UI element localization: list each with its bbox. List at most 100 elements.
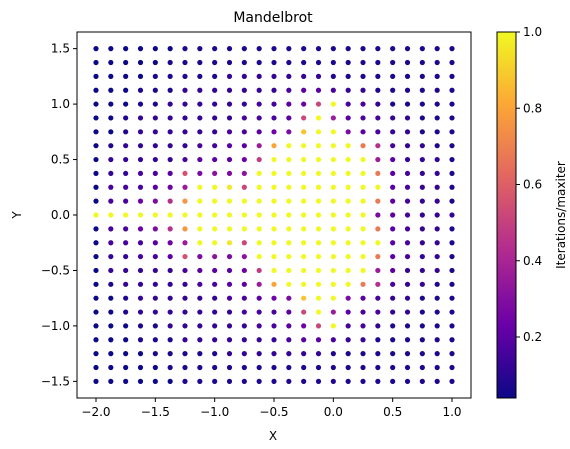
scatter-point xyxy=(197,59,203,66)
scatter-point xyxy=(449,59,455,66)
scatter-point xyxy=(93,198,99,204)
scatter-point xyxy=(93,267,99,274)
scatter-point xyxy=(404,87,411,93)
scatter-point xyxy=(256,129,262,135)
scatter-point xyxy=(152,309,158,315)
scatter-point xyxy=(301,156,307,163)
scatter-point xyxy=(330,115,336,121)
scatter-point xyxy=(345,59,351,66)
scatter-point xyxy=(152,46,158,52)
scatter-point xyxy=(108,281,114,287)
scatter-point xyxy=(330,351,336,357)
scatter-point xyxy=(404,309,411,315)
scatter-point xyxy=(256,73,262,79)
colorbar-label: Iterations/maxiter xyxy=(554,161,568,269)
scatter-point xyxy=(330,101,336,107)
scatter-point xyxy=(256,267,262,274)
scatter-point xyxy=(271,240,277,246)
scatter-point xyxy=(108,101,114,107)
scatter-point xyxy=(315,378,322,384)
scatter-point xyxy=(419,281,425,287)
scatter-point xyxy=(108,198,114,204)
scatter-point xyxy=(404,59,411,66)
scatter-point xyxy=(108,115,114,121)
scatter-point xyxy=(108,253,114,260)
scatter-point xyxy=(226,351,233,357)
scatter-point xyxy=(108,59,114,66)
scatter-point xyxy=(197,87,203,93)
scatter-point xyxy=(93,253,99,260)
scatter-point xyxy=(271,101,277,107)
scatter-point xyxy=(93,101,99,107)
scatter-point xyxy=(212,364,218,371)
scatter-point xyxy=(449,87,455,93)
scatter-point xyxy=(345,73,351,79)
scatter-point xyxy=(167,59,173,66)
scatter-point xyxy=(301,143,307,149)
scatter-point xyxy=(241,101,247,107)
scatter-point xyxy=(390,281,396,287)
scatter-point xyxy=(360,143,366,149)
scatter-point xyxy=(360,101,366,107)
scatter-point xyxy=(434,184,440,190)
scatter-point xyxy=(197,309,203,315)
scatter-point xyxy=(404,378,411,384)
scatter-point xyxy=(152,198,158,204)
scatter-point xyxy=(330,73,336,79)
scatter-point xyxy=(375,212,381,218)
scatter-point xyxy=(226,295,233,301)
scatter-point xyxy=(137,143,144,149)
scatter-point xyxy=(375,59,381,66)
scatter-point xyxy=(360,364,366,371)
scatter-point xyxy=(286,267,292,274)
scatter-point xyxy=(345,129,351,135)
scatter-point xyxy=(449,378,455,384)
scatter-point xyxy=(256,46,262,52)
scatter-point xyxy=(167,309,173,315)
scatter-point xyxy=(226,337,233,343)
scatter-point xyxy=(123,364,129,371)
scatter-point xyxy=(271,212,277,218)
scatter-point xyxy=(123,337,129,343)
scatter-point xyxy=(226,73,233,79)
scatter-point xyxy=(123,73,129,79)
scatter-point xyxy=(434,73,440,79)
scatter-point xyxy=(152,115,158,121)
scatter-point xyxy=(271,198,277,204)
scatter-point xyxy=(167,129,173,135)
y-tick-label: 1.5 xyxy=(51,42,70,56)
scatter-point xyxy=(197,351,203,357)
scatter-point xyxy=(419,309,425,315)
scatter-point xyxy=(137,323,144,329)
scatter-point xyxy=(152,212,158,218)
scatter-point xyxy=(256,323,262,329)
scatter-point xyxy=(390,364,396,371)
scatter-point xyxy=(241,170,247,177)
scatter-point xyxy=(315,87,322,93)
scatter-point xyxy=(315,101,322,107)
scatter-point xyxy=(108,212,114,218)
scatter-point xyxy=(434,337,440,343)
scatter-point xyxy=(434,309,440,315)
scatter-point xyxy=(271,143,277,149)
scatter-point xyxy=(93,87,99,93)
scatter-point xyxy=(167,351,173,357)
colorbar-tick-label: 0.2 xyxy=(523,330,542,344)
scatter-point xyxy=(271,73,277,79)
scatter-point xyxy=(449,156,455,163)
scatter-point xyxy=(93,240,99,246)
scatter-point xyxy=(330,184,336,190)
scatter-point xyxy=(241,73,247,79)
scatter-point xyxy=(167,156,173,163)
scatter-point xyxy=(286,364,292,371)
scatter-point xyxy=(360,226,366,232)
scatter-points xyxy=(93,46,455,384)
scatter-point xyxy=(330,198,336,204)
scatter-point xyxy=(226,129,233,135)
scatter-point xyxy=(108,129,114,135)
scatter-point xyxy=(375,87,381,93)
scatter-point xyxy=(212,295,218,301)
scatter-point xyxy=(330,267,336,274)
scatter-point xyxy=(182,184,188,190)
scatter-point xyxy=(167,87,173,93)
